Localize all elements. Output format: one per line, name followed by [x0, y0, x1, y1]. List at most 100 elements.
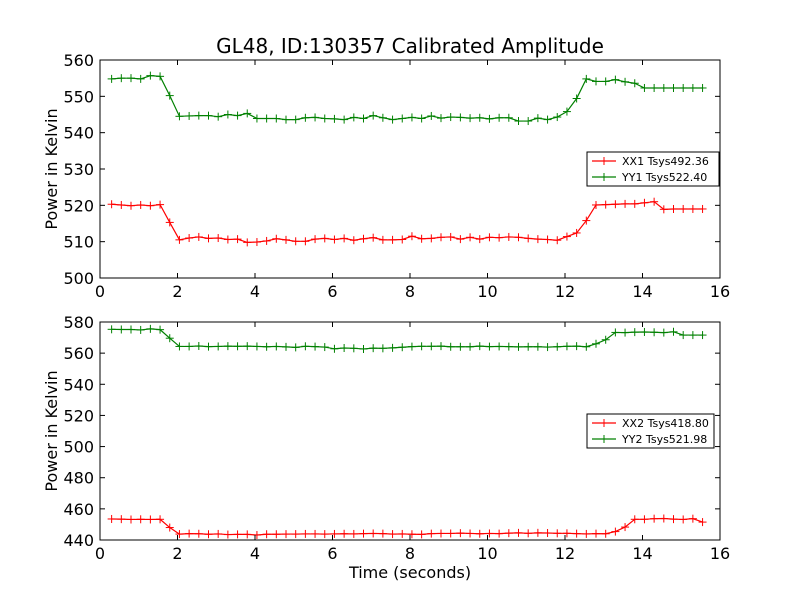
data-point: [165, 91, 174, 100]
data-point: [204, 111, 213, 120]
data-point: [485, 529, 494, 538]
y-tick-label: 510: [63, 233, 94, 252]
legend-label: XX1 Tsys492.36: [622, 155, 709, 168]
data-point: [456, 113, 465, 122]
data-point: [127, 74, 135, 83]
data-point: [650, 514, 659, 523]
data-point: [659, 328, 668, 337]
data-point: [185, 234, 194, 243]
data-point: [533, 114, 542, 123]
data-point: [640, 83, 649, 92]
data-point: [582, 529, 591, 538]
data-point: [543, 343, 552, 352]
data-point: [572, 342, 581, 351]
data-point: [650, 328, 659, 337]
data-point: [185, 111, 194, 120]
data-point: [562, 232, 571, 241]
x-tick-label: 2: [172, 282, 182, 301]
data-point: [223, 530, 232, 539]
data-point: [378, 235, 387, 244]
y-axis-label: Power in Kelvin: [42, 370, 61, 491]
data-point: [650, 83, 659, 92]
data-point: [456, 529, 465, 538]
x-tick-label: 16: [710, 544, 730, 563]
data-point: [301, 529, 310, 538]
data-point: [223, 110, 232, 119]
data-point: [446, 342, 455, 351]
y-tick-label: 550: [63, 87, 94, 106]
data-point: [204, 234, 213, 243]
data-point: [127, 515, 135, 524]
data-point: [533, 342, 542, 351]
data-point: [194, 232, 203, 241]
x-tick-label: 6: [327, 544, 337, 563]
data-point: [543, 115, 552, 124]
data-point: [446, 232, 455, 241]
data-point: [437, 529, 445, 538]
data-point: [611, 527, 620, 536]
data-point: [669, 515, 678, 524]
y-axis-label: Power in Kelvin: [42, 108, 61, 229]
data-point: [369, 233, 378, 242]
data-point: [456, 342, 465, 351]
data-point: [262, 236, 271, 245]
data-point: [407, 232, 416, 241]
data-point: [175, 530, 184, 539]
data-point: [417, 342, 426, 351]
data-point: [349, 236, 358, 245]
data-point: [214, 112, 223, 121]
data-point: [369, 344, 378, 353]
data-point: [194, 529, 203, 538]
data-point: [282, 530, 290, 539]
data-point: [398, 235, 407, 244]
data-point: [175, 235, 184, 244]
data-point: [543, 528, 552, 537]
data-point: [136, 325, 145, 334]
data-point: [282, 115, 290, 124]
data-point: [611, 200, 620, 209]
data-point: [243, 342, 252, 351]
data-point: [475, 342, 484, 351]
data-point: [214, 234, 223, 243]
data-point: [698, 204, 707, 213]
data-point: [698, 331, 707, 340]
data-point: [466, 342, 475, 351]
data-point: [485, 114, 494, 123]
data-point: [475, 529, 484, 538]
data-point: [524, 342, 533, 351]
data-point: [214, 529, 223, 538]
data-point: [156, 200, 165, 209]
data-point: [630, 515, 639, 524]
data-point: [330, 235, 339, 244]
data-point: [679, 204, 688, 213]
data-point: [621, 328, 630, 337]
y-tick-label: 530: [63, 160, 94, 179]
data-point: [466, 529, 475, 538]
data-point: [407, 113, 416, 122]
data-point: [640, 515, 649, 524]
data-point: [621, 77, 630, 86]
data-point: [340, 529, 349, 538]
data-point: [282, 342, 290, 351]
data-point: [495, 529, 504, 538]
data-point: [136, 74, 145, 83]
data-point: [553, 113, 562, 122]
data-point: [446, 529, 455, 538]
data-point: [262, 530, 271, 539]
data-point: [117, 200, 126, 209]
data-point: [592, 200, 600, 209]
data-point: [320, 530, 329, 539]
data-point: [185, 529, 194, 538]
data-point: [592, 339, 600, 348]
data-point: [572, 94, 581, 103]
data-point: [611, 75, 620, 84]
data-point: [553, 529, 562, 538]
data-point: [592, 77, 600, 86]
data-point: [146, 515, 155, 524]
data-point: [698, 518, 707, 527]
data-point: [659, 514, 668, 523]
x-tick-label: 2: [172, 544, 182, 563]
data-point: [427, 342, 436, 351]
data-point: [407, 342, 416, 351]
data-point: [243, 530, 252, 539]
